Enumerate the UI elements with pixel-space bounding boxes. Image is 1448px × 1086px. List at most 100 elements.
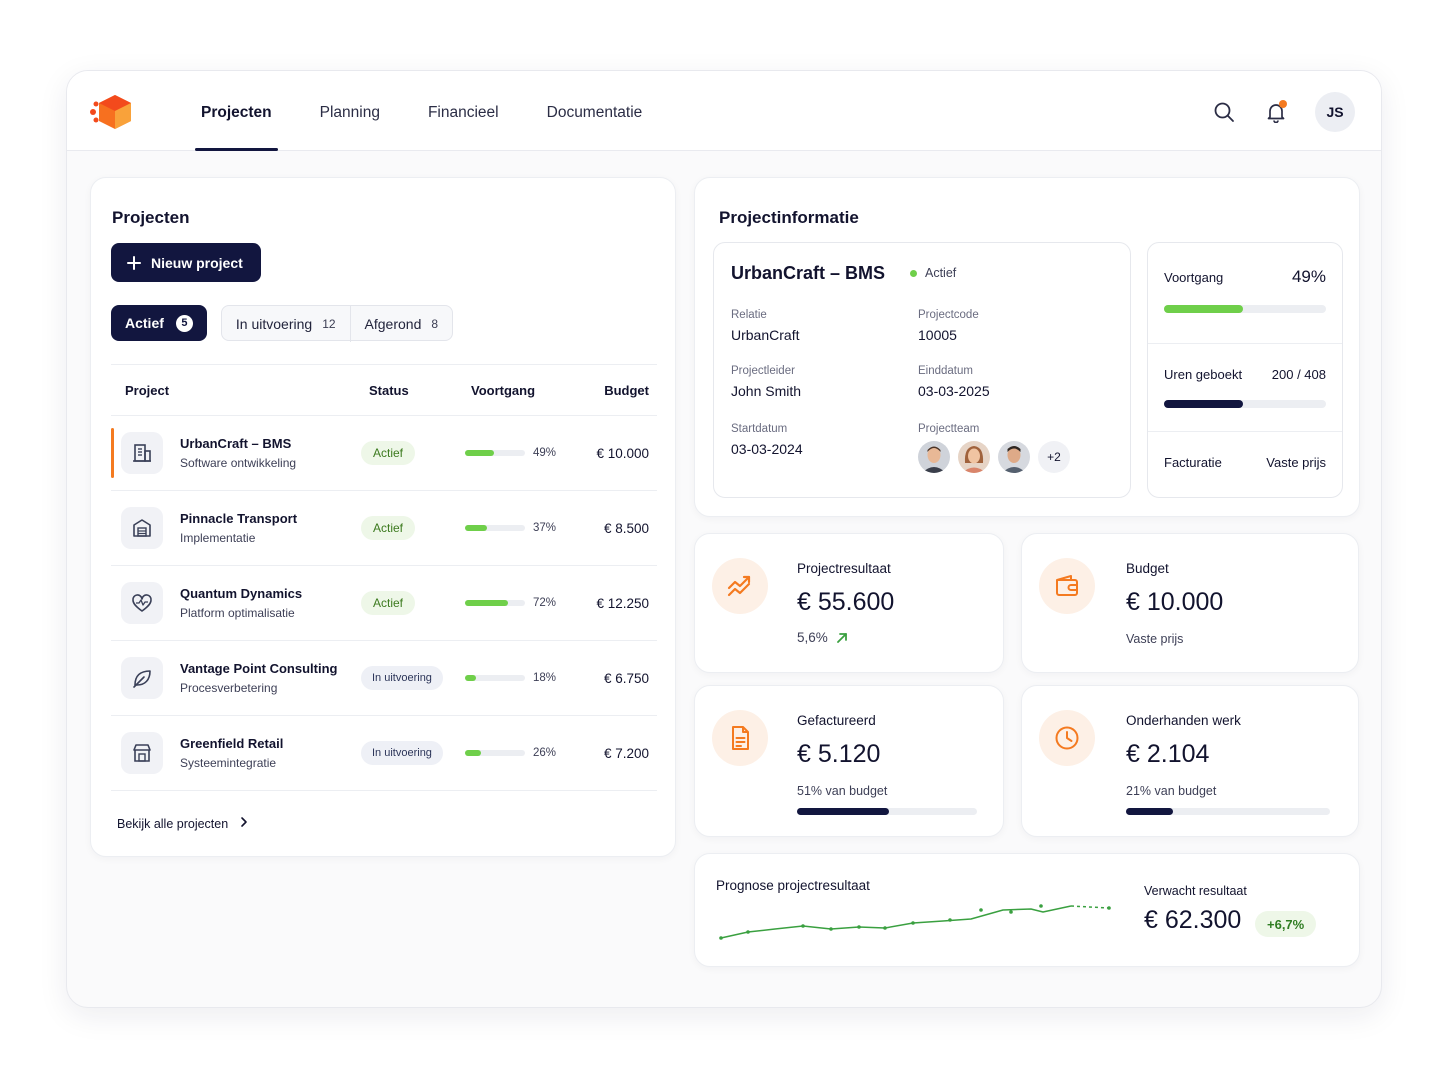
filter-actief-label: Actief [125, 315, 164, 331]
col-budget[interactable]: Budget [604, 382, 649, 398]
bell-icon[interactable] [1257, 93, 1295, 131]
project-name: UrbanCraft – BMS [731, 263, 886, 283]
see-all-projects-link[interactable]: Bekijk alle projecten [117, 816, 248, 831]
kpi-title: Onderhanden werk [1126, 713, 1241, 728]
voortgang-bar-fill [1164, 305, 1244, 313]
forecast-panel[interactable]: Prognose projectresultaat Verwacht resul… [694, 853, 1360, 967]
project-info-title: Projectinformatie [719, 208, 859, 227]
table-row[interactable]: Vantage Point Consulting Procesverbeterin… [111, 641, 657, 716]
onderhanden-bar [1126, 808, 1330, 815]
col-project[interactable]: Project [125, 382, 170, 398]
project-name: UrbanCraft – BMS [180, 436, 292, 451]
kpi-sub: 21% van budget [1126, 784, 1217, 798]
filter-in-uitvoering[interactable]: In uitvoering 12 [222, 306, 350, 342]
expected-result-label: Verwacht resultaat [1144, 884, 1247, 898]
team-member-avatar[interactable] [918, 441, 950, 473]
kpi-value: € 10.000 [1126, 588, 1224, 616]
building-icon [121, 432, 163, 474]
facturatie-label: Facturatie [1164, 455, 1222, 470]
tab-planning[interactable]: Planning [319, 104, 380, 121]
chevron-right-icon [240, 816, 248, 831]
table-row[interactable]: Greenfield Retail Systeemintegratie In uit… [111, 716, 657, 791]
project-subtitle: Platform optimalisatie [180, 606, 295, 620]
forecast-title: Prognose projectresultaat [716, 878, 870, 893]
document-icon [712, 710, 768, 766]
project-name: Vantage Point Consulting [180, 661, 338, 676]
projectleider-value: John Smith [731, 383, 802, 399]
field-relatie: Relatie UrbanCraft [731, 309, 799, 343]
filter-afgerond-label: Afgerond [364, 316, 422, 332]
clock-icon [1039, 710, 1095, 766]
progress-percent: 18% [533, 672, 557, 684]
uren-label: Uren geboekt [1164, 367, 1243, 382]
project-cell: Vantage Point Consulting Procesverbeterin… [180, 661, 337, 696]
table-row[interactable]: Quantum Dynamics Platform optimalisatie Ac… [111, 566, 657, 641]
project-stats: Voortgang 49% Uren geboekt 200 / 408 Fac… [1147, 242, 1343, 498]
user-avatar[interactable]: JS [1315, 92, 1355, 132]
filter-afgerond[interactable]: Afgerond 8 [349, 306, 453, 342]
table-row[interactable]: Pinnacle Transport Implementatie Actief 37%… [111, 491, 657, 566]
tab-financieel[interactable]: Financieel [427, 104, 499, 121]
filter-actief[interactable]: Actief 5 [111, 305, 207, 341]
forecast-sparkline [719, 904, 1111, 940]
uren-bar-fill [1164, 400, 1244, 408]
wallet-icon [1039, 558, 1095, 614]
kpi-gefactureerd[interactable]: Gefactureerd € 5.120 51% van budget [694, 685, 1004, 837]
project-subtitle: Software ontwikkeling [180, 456, 297, 470]
tab-projecten[interactable]: Projecten [195, 71, 278, 151]
filter-actief-count: 5 [175, 314, 193, 332]
team-avatars: +2 [918, 441, 1070, 473]
kpi-title: Projectresultaat [797, 561, 891, 576]
projectcode-value: 10005 [918, 327, 957, 343]
gefactureerd-bar [797, 808, 977, 815]
relatie-label: Relatie [731, 309, 767, 321]
tab-documentatie[interactable]: Documentatie [546, 104, 643, 121]
projects-panel: Projecten Nieuw project Actief 5 In uitv… [90, 177, 676, 857]
project-name: Pinnacle Transport [180, 511, 298, 526]
table-row[interactable]: UrbanCraft – BMS Software ontwikkeling Act… [111, 416, 657, 491]
filter-afgerond-count: 8 [431, 317, 439, 331]
progress-bar [465, 525, 525, 531]
col-voortgang[interactable]: Voortgang [471, 382, 536, 398]
divider [1148, 431, 1342, 432]
kpi-value: € 2.104 [1126, 740, 1210, 768]
project-info-panel: Projectinformatie UrbanCraft – BMS Actie… [694, 177, 1360, 517]
status-text: Actief [925, 266, 957, 280]
facturatie-value: Vaste prijs [1266, 455, 1326, 470]
budget-value: € 12.250 [596, 595, 649, 611]
heart-pulse-icon [121, 582, 163, 624]
status-badge: Actief [361, 591, 416, 615]
logo[interactable] [89, 95, 135, 131]
startdatum-label: Startdatum [731, 423, 788, 435]
status-badge: In uitvoering [361, 741, 443, 765]
status-dot [910, 269, 917, 277]
kpi-change: 5,6% [797, 630, 828, 645]
team-more-button[interactable]: +2 [1038, 441, 1070, 473]
project-cell: UrbanCraft – BMS Software ontwikkeling [180, 436, 296, 471]
plus-icon [127, 255, 141, 270]
relatie-value: UrbanCraft [731, 327, 800, 343]
projectteam-label: Projectteam [918, 423, 980, 435]
field-startdatum: Startdatum 03-03-2024 [731, 423, 803, 457]
project-cell: Greenfield Retail Systeemintegratie [180, 736, 283, 771]
team-member-avatar[interactable] [998, 441, 1030, 473]
field-projectteam: Projectteam +2 [918, 423, 1070, 473]
kpi-title: Gefactureerd [797, 713, 876, 728]
kpi-budget[interactable]: Budget € 10.000 Vaste prijs [1021, 533, 1359, 673]
col-status[interactable]: Status [369, 382, 409, 398]
budget-value: € 7.200 [603, 745, 649, 761]
new-project-button[interactable]: Nieuw project [111, 243, 261, 282]
kpi-projectresultaat[interactable]: Projectresultaat € 55.600 5,6% [694, 533, 1004, 673]
project-subtitle: Implementatie [180, 531, 256, 545]
leaf-icon [121, 657, 163, 699]
kpi-onderhanden-werk[interactable]: Onderhanden werk € 2.104 21% van budget [1021, 685, 1359, 837]
warehouse-icon [121, 507, 163, 549]
progress-percent: 37% [533, 522, 557, 534]
progress-bar-fill [465, 675, 476, 681]
budget-value: € 8.500 [603, 520, 649, 536]
kpi-title: Budget [1126, 561, 1169, 576]
search-icon[interactable] [1205, 93, 1243, 131]
project-cell: Pinnacle Transport Implementatie [180, 511, 297, 546]
progress-bar-fill [465, 450, 495, 456]
team-member-avatar[interactable] [958, 441, 990, 473]
